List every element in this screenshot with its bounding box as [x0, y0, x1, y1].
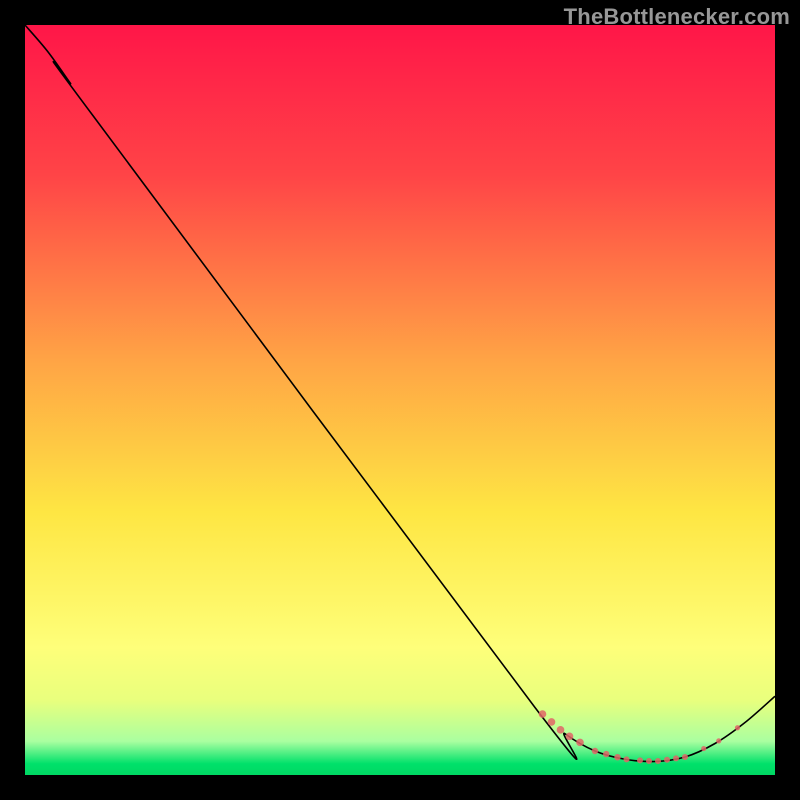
marker-dot — [548, 718, 556, 726]
marker-dot — [624, 756, 630, 762]
marker-dot — [735, 725, 740, 730]
marker-dot — [673, 755, 679, 761]
marker-dot — [637, 757, 643, 763]
marker-dot — [614, 754, 620, 760]
watermark-text: TheBottlenecker.com — [564, 4, 790, 30]
marker-dot — [539, 710, 547, 718]
marker-dot — [655, 758, 661, 764]
plot-background — [25, 25, 775, 775]
marker-dot — [576, 739, 584, 747]
marker-dot — [682, 754, 688, 760]
marker-dot — [566, 733, 574, 741]
marker-dot — [664, 757, 670, 763]
bottleneck-chart — [0, 0, 800, 800]
marker-dot — [701, 746, 706, 751]
marker-dot — [592, 748, 598, 754]
marker-dot — [646, 758, 652, 764]
figure-container: TheBottlenecker.com — [0, 0, 800, 800]
marker-dot — [716, 738, 721, 743]
marker-dot — [603, 751, 609, 757]
marker-dot — [557, 726, 565, 734]
